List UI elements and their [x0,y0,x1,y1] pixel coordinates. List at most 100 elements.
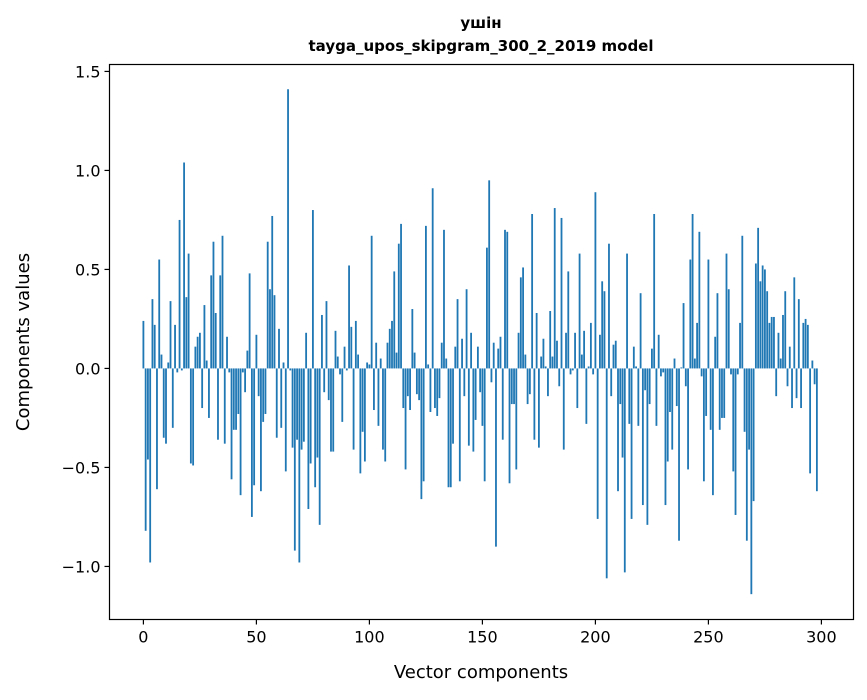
bar [418,368,421,401]
bar [318,368,321,525]
bar [309,368,312,464]
bar [201,368,204,409]
bar [499,336,502,369]
bar [791,368,793,409]
bar [666,368,669,462]
bar [237,368,240,414]
bar [721,368,723,418]
bar [637,368,640,426]
x-tick-label: 250 [693,628,724,647]
bar [759,281,762,369]
bar [815,368,818,492]
bar [621,368,624,458]
bar [391,320,393,369]
bar [142,320,145,369]
bar [481,368,484,426]
x-tick-label: 0 [138,628,148,647]
bar [434,368,436,409]
bar [456,299,459,369]
bar [702,368,705,482]
bar [723,368,726,418]
bar [400,223,402,369]
y-tick-label: −0.5 [62,458,101,477]
bar [323,368,326,393]
bar [764,269,766,369]
bar [601,281,604,369]
bar [253,368,256,486]
bar [167,362,170,369]
bar [567,271,570,369]
bar [813,368,816,385]
bar [519,277,522,369]
bar [614,340,617,369]
bar [293,368,296,551]
bar [741,235,744,369]
bar [488,180,491,369]
bar [241,368,244,373]
y-tick-label: 1.5 [75,62,100,81]
bar [745,368,748,541]
bar [397,243,400,369]
bar [684,368,687,387]
bar [510,368,513,405]
bar [483,368,486,482]
bar [382,368,384,450]
bar [219,275,222,369]
bar [235,368,237,430]
bar [363,368,366,462]
bar [461,338,463,369]
bar [352,368,355,450]
bar [526,368,529,405]
bar [189,368,192,464]
bar [230,368,233,480]
y-axis-ticks: −1.0 −0.5 0.0 0.5 1.0 1.5 [62,62,110,576]
bar [565,332,567,369]
bar [531,213,534,369]
bar [377,368,380,426]
bar [422,368,425,482]
bar [278,328,280,369]
bar [725,253,728,369]
bar [809,368,812,474]
bar [752,368,755,502]
bar [370,235,373,369]
bar [806,324,809,369]
bar [682,303,685,369]
bar [474,368,477,420]
bar [208,368,210,418]
bar [553,208,556,369]
bar [777,332,780,369]
bar [605,368,608,579]
bar [793,277,796,369]
bar [287,89,289,369]
bar [402,368,405,409]
bar [786,368,789,387]
bar [411,309,414,369]
bar [300,368,303,450]
bar [248,273,251,369]
bar [465,289,468,369]
bar [476,346,479,369]
bar [427,364,430,369]
bar [655,368,658,426]
bar [576,368,579,409]
bar [359,368,362,474]
bars-group [142,89,818,595]
bar [811,360,814,369]
bar [619,368,622,405]
bar [657,334,660,369]
bar [264,368,267,414]
bar [544,366,547,369]
bar [522,267,524,369]
bar [569,368,572,375]
bar [284,368,287,472]
x-axis-ticks: 0 50 100 150 200 250 300 [138,619,837,647]
bar [153,324,156,369]
bar [336,356,339,369]
bar [334,330,337,369]
bar [260,368,262,492]
bar [307,368,310,510]
bar [379,358,382,369]
bar [497,348,500,369]
bar [626,253,628,369]
